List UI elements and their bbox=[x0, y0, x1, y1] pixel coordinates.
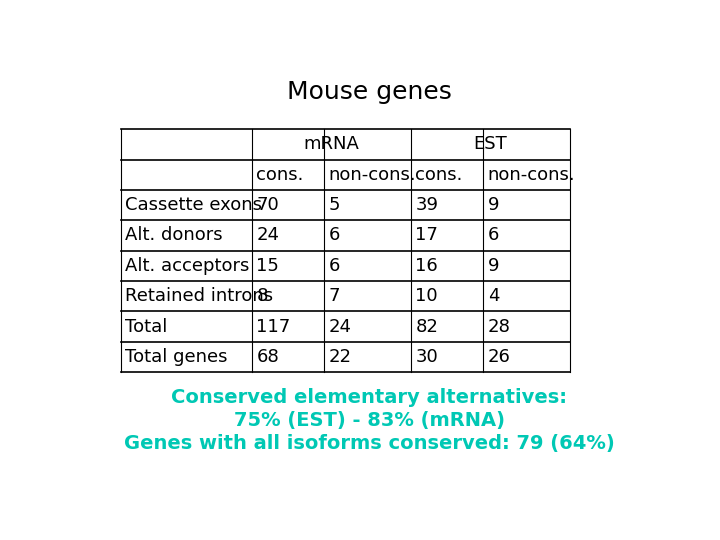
Text: Genes with all isoforms conserved: 79 (64%): Genes with all isoforms conserved: 79 (6… bbox=[124, 434, 614, 453]
Text: Mouse genes: Mouse genes bbox=[287, 80, 451, 104]
Text: 6: 6 bbox=[329, 226, 340, 245]
Text: 70: 70 bbox=[256, 196, 279, 214]
Text: 117: 117 bbox=[256, 318, 291, 335]
Text: 39: 39 bbox=[415, 196, 438, 214]
Text: 10: 10 bbox=[415, 287, 438, 305]
Text: 16: 16 bbox=[415, 257, 438, 275]
Text: 15: 15 bbox=[256, 257, 279, 275]
Text: 9: 9 bbox=[488, 257, 500, 275]
Text: 9: 9 bbox=[488, 196, 500, 214]
Text: non-cons.: non-cons. bbox=[329, 166, 416, 184]
Text: 24: 24 bbox=[329, 318, 352, 335]
Text: cons.: cons. bbox=[415, 166, 463, 184]
Text: 28: 28 bbox=[488, 318, 510, 335]
Text: Retained introns: Retained introns bbox=[125, 287, 274, 305]
Text: Cassette exons: Cassette exons bbox=[125, 196, 262, 214]
Text: 7: 7 bbox=[329, 287, 341, 305]
Text: cons.: cons. bbox=[256, 166, 304, 184]
Text: 68: 68 bbox=[256, 348, 279, 366]
Text: 6: 6 bbox=[488, 226, 499, 245]
Text: 24: 24 bbox=[256, 226, 279, 245]
Text: Alt. acceptors: Alt. acceptors bbox=[125, 257, 250, 275]
Text: 5: 5 bbox=[329, 196, 341, 214]
Text: EST: EST bbox=[474, 136, 507, 153]
Text: Conserved elementary alternatives:: Conserved elementary alternatives: bbox=[171, 388, 567, 407]
Text: mRNA: mRNA bbox=[303, 136, 359, 153]
Text: non-cons.: non-cons. bbox=[488, 166, 575, 184]
Text: Total: Total bbox=[125, 318, 168, 335]
Text: Total genes: Total genes bbox=[125, 348, 228, 366]
Text: 26: 26 bbox=[488, 348, 510, 366]
Text: 30: 30 bbox=[415, 348, 438, 366]
Text: Alt. donors: Alt. donors bbox=[125, 226, 222, 245]
Text: 22: 22 bbox=[329, 348, 352, 366]
Text: 17: 17 bbox=[415, 226, 438, 245]
Text: 4: 4 bbox=[488, 287, 500, 305]
Text: 6: 6 bbox=[329, 257, 340, 275]
Text: 8: 8 bbox=[256, 287, 268, 305]
Text: 82: 82 bbox=[415, 318, 438, 335]
Text: 75% (EST) - 83% (mRNA): 75% (EST) - 83% (mRNA) bbox=[233, 411, 505, 430]
